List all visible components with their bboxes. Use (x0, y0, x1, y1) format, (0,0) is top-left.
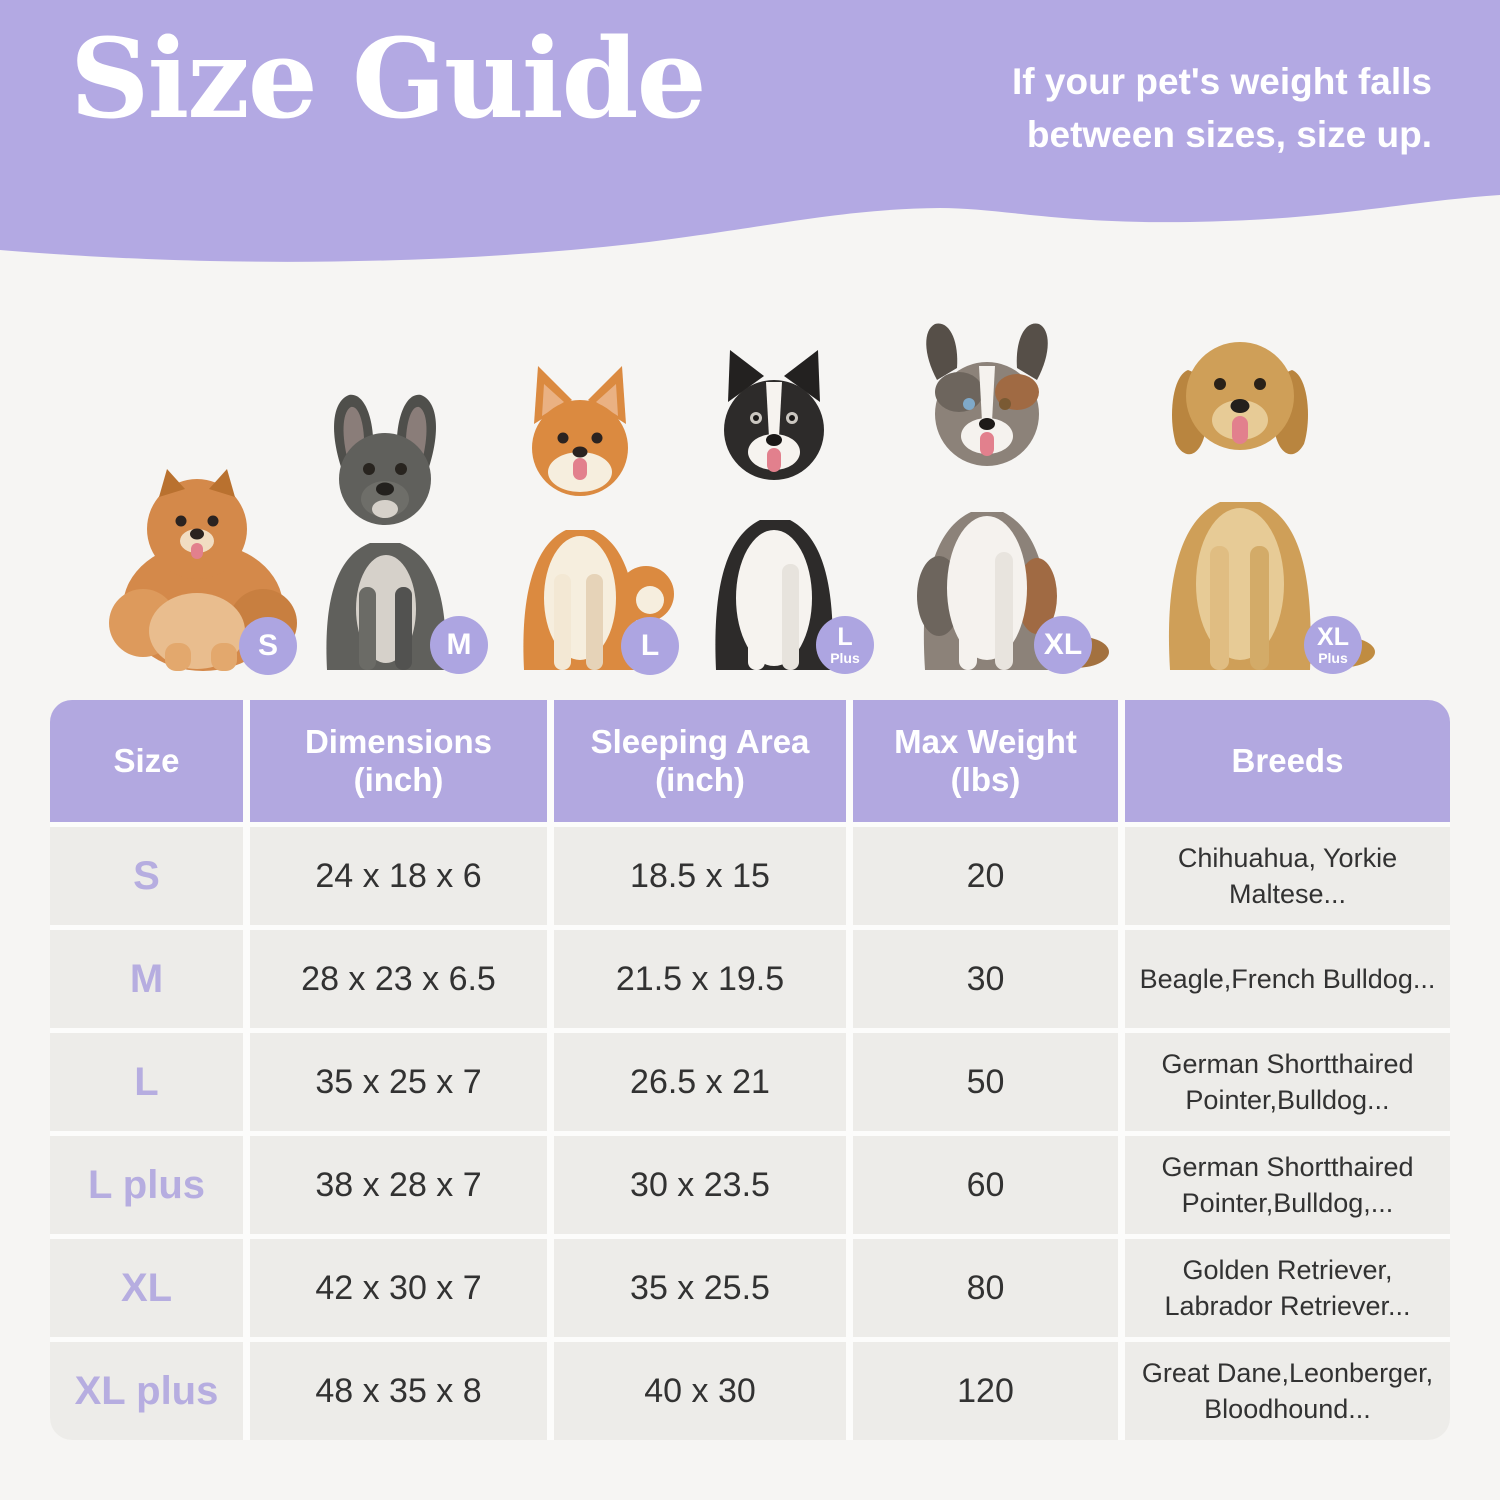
sleeping-area-cell: 40 x 30 (554, 1342, 846, 1440)
border-collie-dog-photo (715, 350, 833, 670)
golden-retriever-dog-photo (1168, 342, 1375, 670)
breeds-cell: Beagle,French Bulldog... (1125, 930, 1450, 1028)
dimensions-cell: 42 x 30 x 7 (250, 1239, 547, 1337)
breeds-cell: German Shortthaired Pointer,Bulldog... (1125, 1033, 1450, 1131)
max-weight-cell: 30 (853, 930, 1118, 1028)
max-weight-cell: 120 (853, 1342, 1118, 1440)
size-badge-sublabel: Plus (830, 650, 860, 666)
dimensions-cell: 35 x 25 x 7 (250, 1033, 547, 1131)
size-cell: XL (50, 1239, 243, 1337)
size-badge-m: M (430, 616, 488, 674)
column-header-sleeping-area: Sleeping Area (inch) (554, 700, 846, 822)
size-cell: L (50, 1033, 243, 1131)
sleeping-area-cell: 35 x 25.5 (554, 1239, 846, 1337)
size-badge-label: XL (1317, 623, 1349, 651)
sleeping-area-cell: 30 x 23.5 (554, 1136, 846, 1234)
breeds-cell: Great Dane,Leonberger, Bloodhound... (1125, 1342, 1450, 1440)
french-bulldog-dog-photo (326, 394, 446, 670)
size-badge-l: L (621, 617, 679, 675)
page-title: Size Guide (70, 14, 707, 143)
dimensions-cell: 24 x 18 x 6 (250, 827, 547, 925)
column-header-size: Size (50, 700, 243, 822)
column-header-max-weight: Max Weight (lbs) (853, 700, 1118, 822)
size-cell: S (50, 827, 243, 925)
size-badge-sublabel: Plus (1318, 650, 1348, 666)
size-badge-xl-plus: XL Plus (1304, 616, 1362, 674)
header-wave-background (0, 0, 1500, 262)
breeds-cell: Golden Retriever, Labrador Retriever... (1125, 1239, 1450, 1337)
dimensions-cell: 28 x 23 x 6.5 (250, 930, 547, 1028)
size-badge-label: XL (1043, 627, 1083, 661)
size-cell: L plus (50, 1136, 243, 1234)
size-badge-label: L (640, 628, 660, 662)
max-weight-cell: 50 (853, 1033, 1118, 1131)
shiba-inu-dog-photo (523, 366, 674, 670)
size-guide-table: Size Dimensions (inch) Sleeping Area (inch… (50, 700, 1450, 1440)
size-badge-label: L (837, 623, 853, 651)
column-header-dimensions: Dimensions (inch) (250, 700, 547, 822)
size-badge-s: S (239, 617, 297, 675)
breeds-cell: Chihuahua, Yorkie Maltese... (1125, 827, 1450, 925)
column-header-breeds: Breeds (1125, 700, 1450, 822)
sleeping-area-cell: 21.5 x 19.5 (554, 930, 846, 1028)
max-weight-cell: 60 (853, 1136, 1118, 1234)
sleeping-area-cell: 26.5 x 21 (554, 1033, 846, 1131)
sleeping-area-cell: 18.5 x 15 (554, 827, 846, 925)
size-badge-label: S (257, 628, 278, 662)
size-badge-xl: XL (1034, 616, 1092, 674)
size-cell: XL plus (50, 1342, 243, 1440)
max-weight-cell: 80 (853, 1239, 1118, 1337)
size-cell: M (50, 930, 243, 1028)
pomeranian-dog-photo (109, 469, 297, 671)
breeds-cell: German Shortthaired Pointer,Bulldog,... (1125, 1136, 1450, 1234)
sizing-note: If your pet's weight falls between sizes… (1012, 61, 1432, 155)
size-badge-l-plus: L Plus (816, 616, 874, 674)
size-badge-label: M (446, 627, 472, 661)
dimensions-cell: 38 x 28 x 7 (250, 1136, 547, 1234)
dimensions-cell: 48 x 35 x 8 (250, 1342, 547, 1440)
australian-shepherd-dog-photo (917, 323, 1109, 670)
max-weight-cell: 20 (853, 827, 1118, 925)
